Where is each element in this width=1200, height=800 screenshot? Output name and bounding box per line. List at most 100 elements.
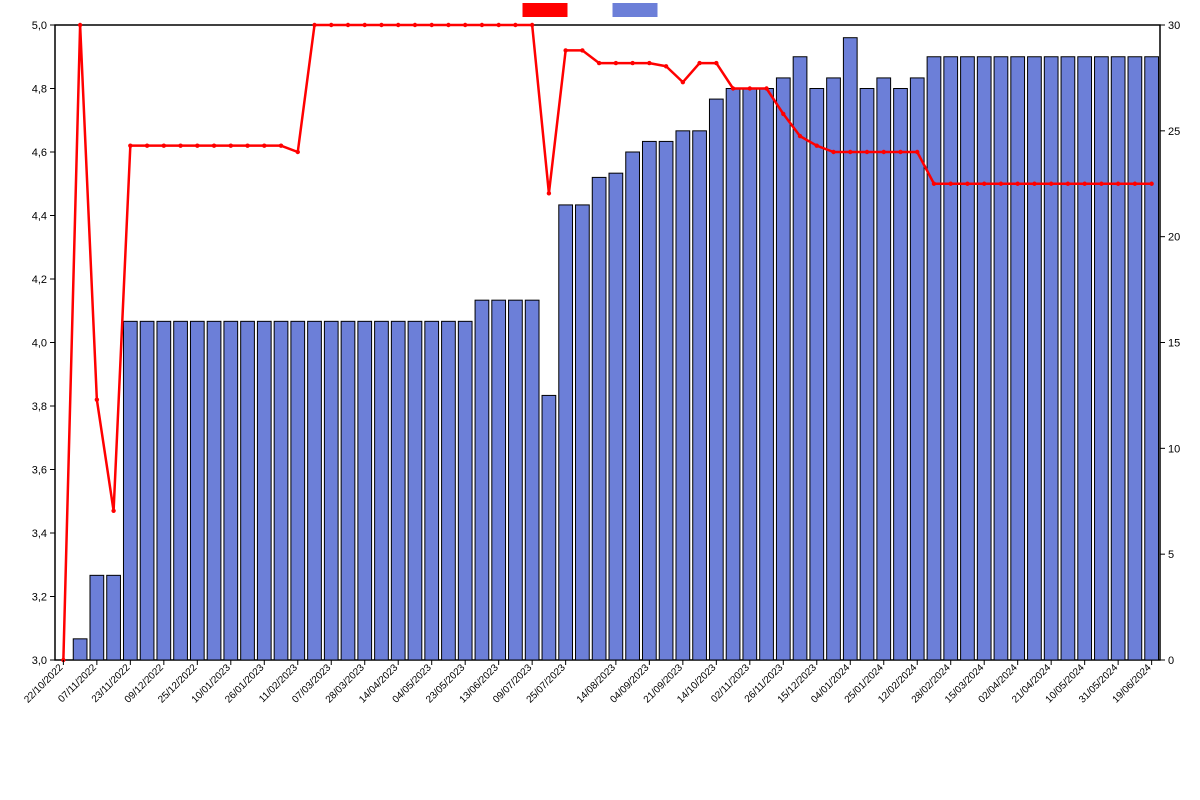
line-marker (681, 80, 685, 84)
bar (676, 131, 690, 660)
line-marker (949, 182, 953, 186)
bar (375, 321, 389, 660)
bar (743, 89, 757, 661)
line-marker (1099, 182, 1103, 186)
line-marker (363, 23, 367, 27)
bar (1145, 57, 1159, 660)
line-marker (446, 23, 450, 27)
bar (475, 300, 489, 660)
bar (776, 78, 790, 660)
bar (810, 89, 824, 661)
line-marker (748, 86, 752, 90)
line-marker (547, 191, 551, 195)
bar (1011, 57, 1025, 660)
bar (827, 78, 841, 660)
bar (709, 99, 723, 660)
bar (1128, 57, 1142, 660)
line-marker (915, 150, 919, 154)
line-marker (982, 182, 986, 186)
bar (1095, 57, 1109, 660)
line-marker (1116, 182, 1120, 186)
bar (107, 575, 121, 660)
line-marker (262, 143, 266, 147)
bar (157, 321, 171, 660)
line-marker (580, 48, 584, 52)
line-marker (1049, 182, 1053, 186)
bar (542, 395, 556, 660)
bar (391, 321, 405, 660)
y-left-tick-label: 3,0 (32, 655, 47, 667)
y-left-tick-label: 4,4 (32, 211, 47, 223)
bar (1061, 57, 1075, 660)
y-right-tick-label: 0 (1168, 655, 1174, 667)
line-marker (128, 143, 132, 147)
bar (257, 321, 271, 660)
bar (609, 173, 623, 660)
line-marker (848, 150, 852, 154)
bar (1028, 57, 1042, 660)
line-marker (480, 23, 484, 27)
line-marker (630, 61, 634, 65)
bar (793, 57, 807, 660)
bar (174, 321, 188, 660)
y-right-tick-label: 10 (1168, 443, 1180, 455)
line-marker (195, 143, 199, 147)
bar (592, 177, 606, 660)
bar (358, 321, 372, 660)
bar (492, 300, 506, 660)
bar (224, 321, 238, 660)
y-left-tick-label: 3,4 (32, 528, 47, 540)
line-marker (279, 143, 283, 147)
legend-bar-swatch (613, 3, 658, 17)
bar (626, 152, 640, 660)
line-marker (245, 143, 249, 147)
line-marker (1032, 182, 1036, 186)
line-marker (379, 23, 383, 27)
bar (291, 321, 305, 660)
line-marker (496, 23, 500, 27)
bar (642, 141, 656, 660)
line-marker (296, 150, 300, 154)
line-marker (178, 143, 182, 147)
y-right-tick-label: 5 (1168, 549, 1174, 561)
line-marker (78, 23, 82, 27)
line-marker (898, 150, 902, 154)
line-marker (597, 61, 601, 65)
line-marker (95, 397, 99, 401)
bar (525, 300, 539, 660)
line-marker (664, 64, 668, 68)
bar (994, 57, 1008, 660)
y-left-tick-label: 4,8 (32, 84, 47, 96)
bar (308, 321, 322, 660)
line-marker (932, 182, 936, 186)
line-marker (145, 143, 149, 147)
bar (894, 89, 908, 661)
bar (910, 78, 924, 660)
line-marker (1133, 182, 1137, 186)
bar (90, 575, 104, 660)
line-marker (1149, 182, 1153, 186)
line-marker (346, 23, 350, 27)
line-marker (865, 150, 869, 154)
y-left-tick-label: 4,0 (32, 338, 47, 350)
line-marker (563, 48, 567, 52)
line-marker (463, 23, 467, 27)
bar (693, 131, 707, 660)
bar (123, 321, 137, 660)
bar (341, 321, 355, 660)
line-marker (815, 143, 819, 147)
line-marker (430, 23, 434, 27)
line-marker (614, 61, 618, 65)
bar (726, 89, 740, 661)
line-marker (530, 23, 534, 27)
bar (190, 321, 204, 660)
line-marker (714, 61, 718, 65)
bar (408, 321, 422, 660)
line-marker (831, 150, 835, 154)
dual-axis-chart: 3,03,23,43,63,84,04,24,44,64,85,00510152… (0, 0, 1200, 800)
line-marker (413, 23, 417, 27)
bar (509, 300, 523, 660)
line-marker (229, 143, 233, 147)
line-marker (1015, 182, 1019, 186)
bar (760, 89, 774, 661)
